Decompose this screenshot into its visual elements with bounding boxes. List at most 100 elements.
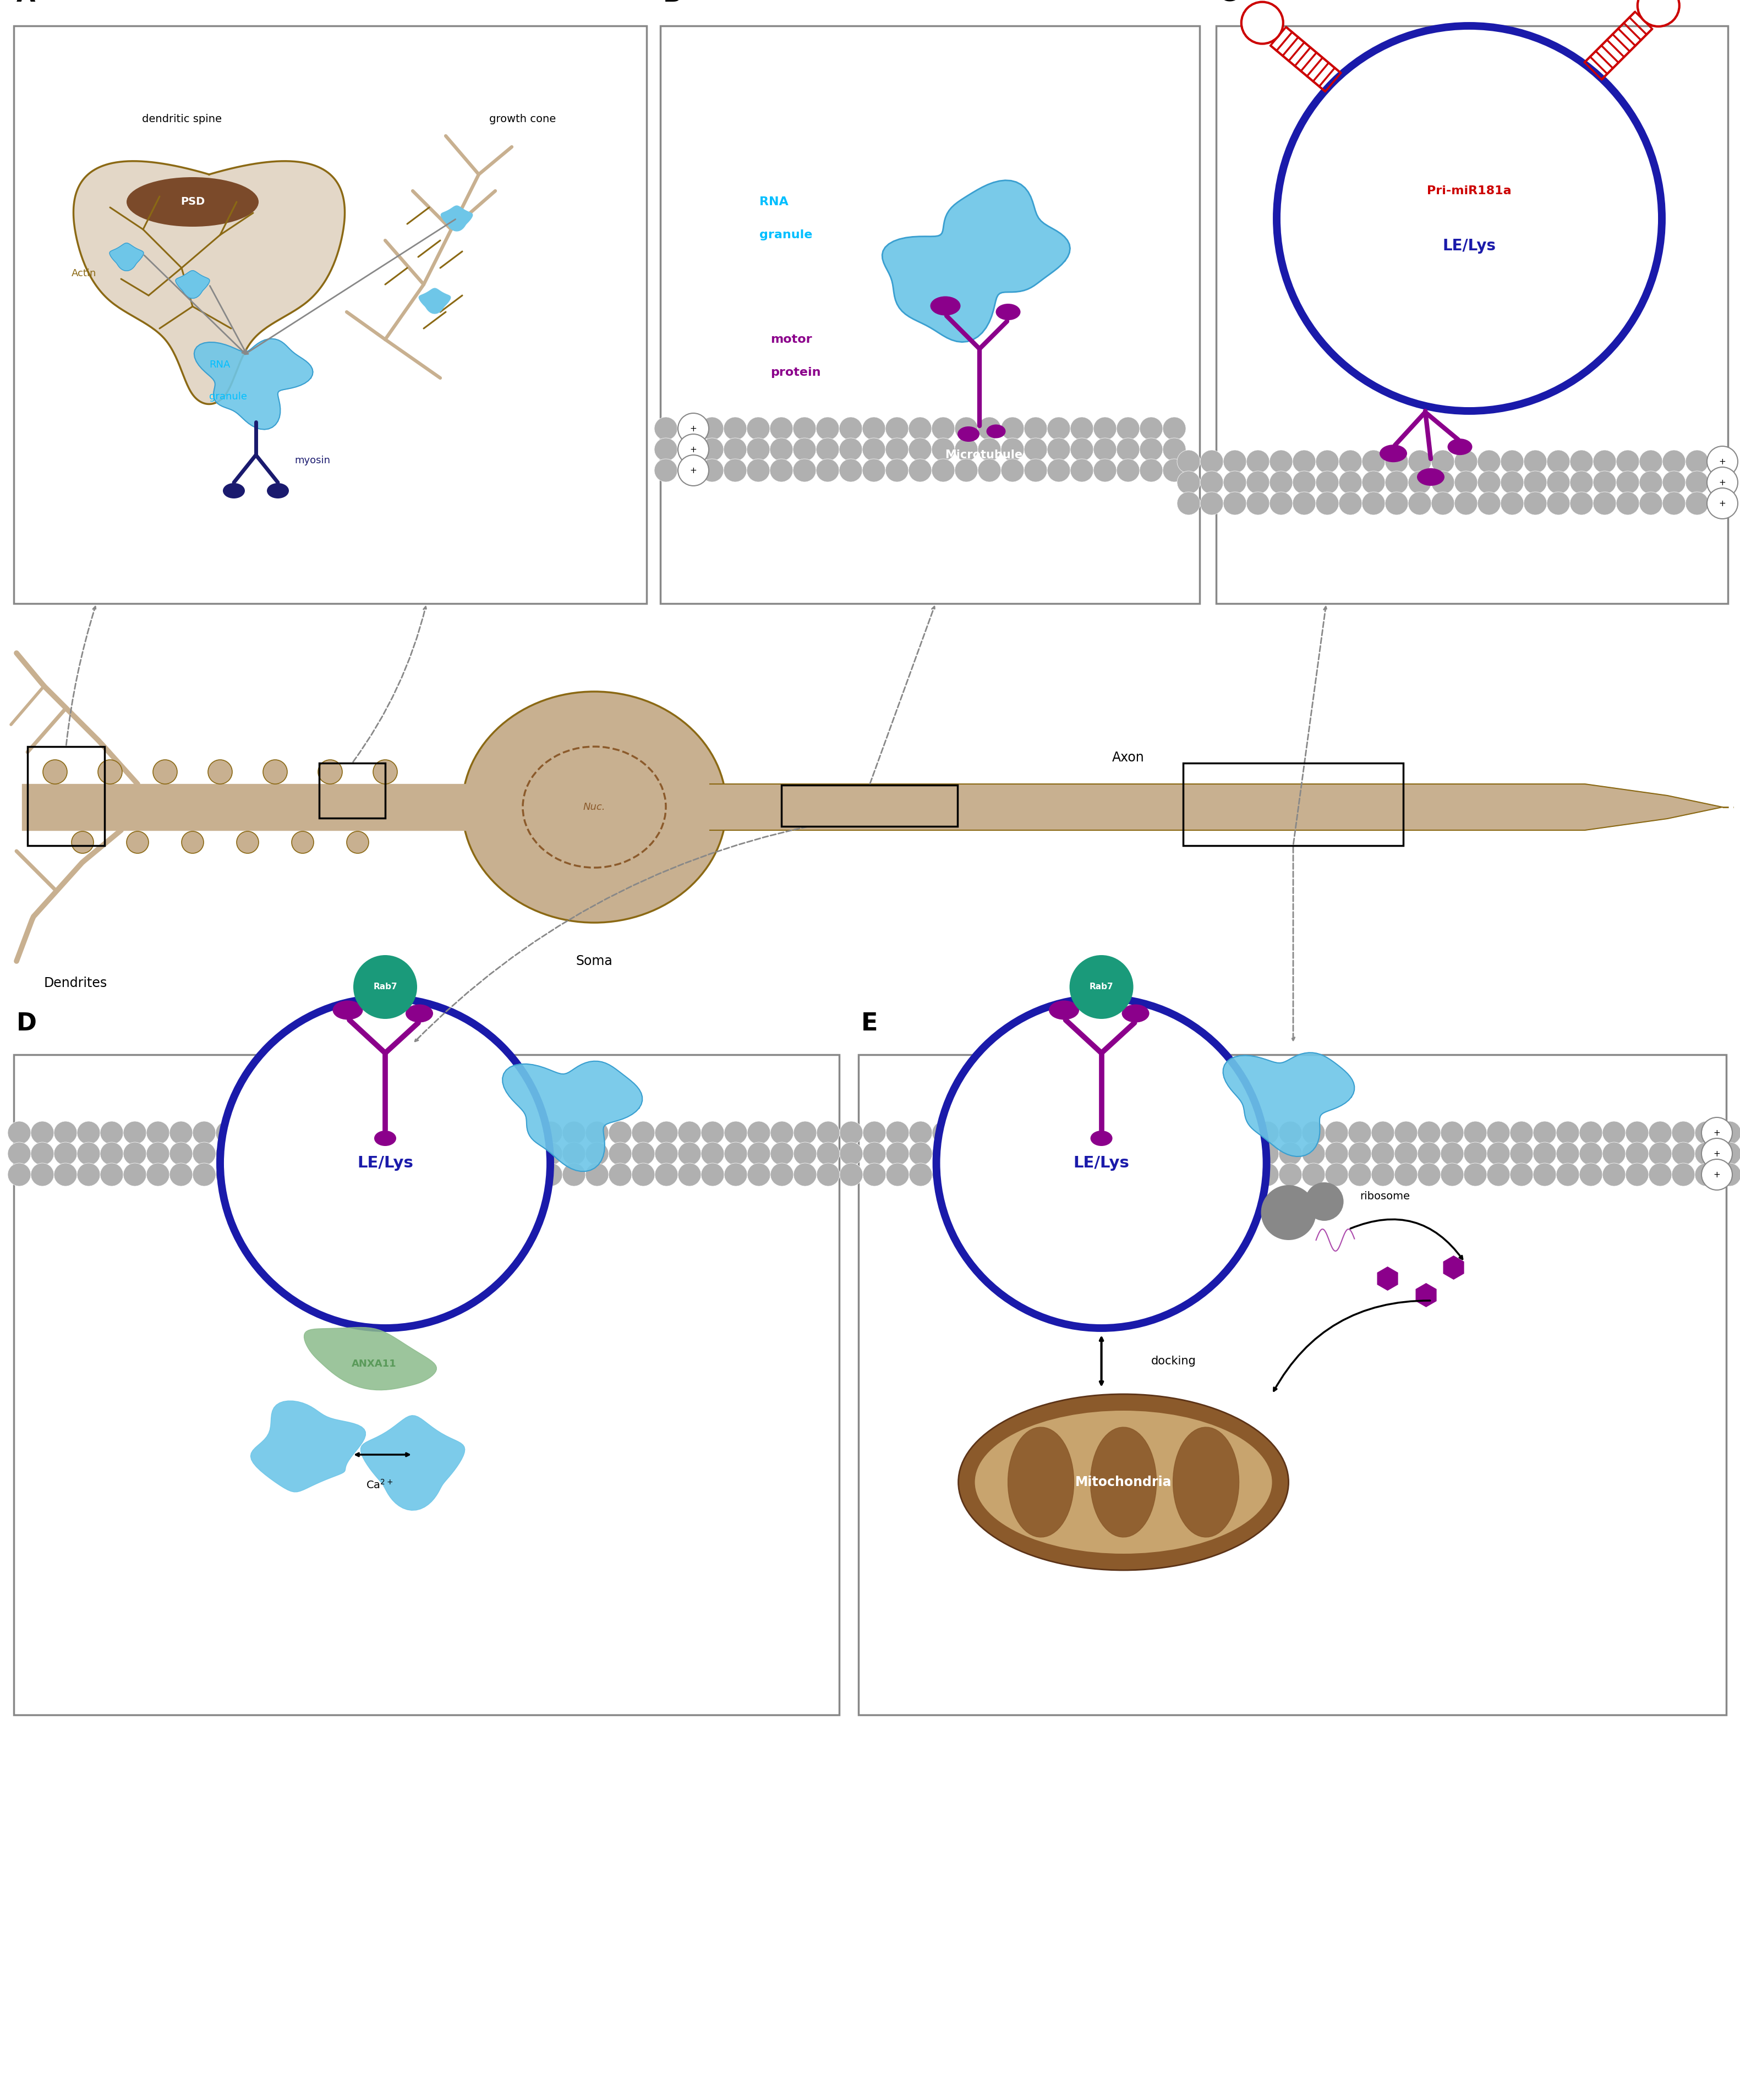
Circle shape [886,439,908,462]
Text: granule: granule [759,229,813,239]
Text: B: B [663,0,682,6]
Circle shape [955,1121,978,1144]
Circle shape [1477,470,1500,494]
Circle shape [1455,470,1477,494]
Text: +: + [1714,1128,1721,1136]
Circle shape [1000,418,1025,441]
Circle shape [1070,418,1093,441]
Circle shape [1209,1121,1232,1144]
Circle shape [933,1163,955,1186]
Circle shape [1094,1163,1117,1186]
Circle shape [931,418,955,441]
Text: D: D [16,1012,37,1035]
Circle shape [153,760,177,783]
Circle shape [238,1163,263,1186]
Circle shape [562,1121,585,1144]
Polygon shape [1091,1428,1157,1537]
Circle shape [793,439,816,462]
Circle shape [1524,491,1547,514]
Circle shape [1140,1142,1164,1166]
Circle shape [1418,1121,1441,1144]
Circle shape [863,1121,886,1144]
Polygon shape [419,288,451,313]
Circle shape [1717,1142,1740,1166]
Circle shape [101,1163,124,1186]
Circle shape [1418,1163,1441,1186]
Circle shape [955,418,978,441]
Circle shape [1650,1163,1672,1186]
Circle shape [1432,470,1455,494]
Circle shape [609,1121,632,1144]
Circle shape [1625,1163,1650,1186]
Circle shape [1500,491,1524,514]
Circle shape [1094,1121,1117,1144]
Circle shape [169,1142,193,1166]
Circle shape [77,1163,101,1186]
Text: E: E [861,1012,879,1035]
Circle shape [353,956,418,1019]
Circle shape [978,458,1000,481]
Circle shape [863,1142,886,1166]
Text: Pri-miR181a: Pri-miR181a [1427,185,1512,197]
Circle shape [931,458,955,481]
Circle shape [1002,1121,1025,1144]
Circle shape [1093,418,1117,441]
Circle shape [908,1121,933,1144]
Circle shape [840,1121,863,1144]
Circle shape [1293,449,1315,473]
Text: LE/Lys: LE/Lys [1074,1155,1129,1172]
Circle shape [908,439,931,462]
Circle shape [701,1121,724,1144]
Circle shape [1463,1142,1488,1166]
Text: dendritic spine: dendritic spine [141,113,221,124]
Circle shape [1117,1142,1140,1166]
Circle shape [771,1121,793,1144]
Circle shape [127,832,148,853]
Circle shape [169,1163,193,1186]
Circle shape [1639,491,1662,514]
Polygon shape [710,783,1723,830]
Circle shape [1639,470,1662,494]
Circle shape [793,418,816,441]
Circle shape [1162,418,1187,441]
Polygon shape [110,244,144,271]
Circle shape [1702,1138,1733,1170]
Circle shape [679,1142,701,1166]
Circle shape [1187,1142,1209,1166]
Circle shape [1201,449,1223,473]
Circle shape [654,458,677,481]
Ellipse shape [374,1130,397,1147]
Circle shape [470,1142,492,1166]
Bar [858,1054,1726,1716]
Ellipse shape [974,1411,1272,1554]
Circle shape [1637,0,1679,27]
Circle shape [1315,470,1338,494]
Circle shape [955,439,978,462]
Circle shape [285,1163,308,1186]
Circle shape [724,1142,746,1166]
Circle shape [425,1142,447,1166]
Circle shape [1302,1142,1326,1166]
Circle shape [1488,1163,1510,1186]
Circle shape [331,1121,355,1144]
Circle shape [1625,1121,1650,1144]
Polygon shape [1223,1052,1354,1157]
Circle shape [1488,1121,1510,1144]
Circle shape [1070,1142,1094,1166]
Circle shape [1709,449,1731,473]
Circle shape [216,1121,238,1144]
Ellipse shape [957,426,980,441]
Text: Actin: Actin [71,269,96,279]
Circle shape [425,1121,447,1144]
Circle shape [263,1142,285,1166]
Polygon shape [251,1401,365,1491]
Circle shape [539,1142,562,1166]
Circle shape [238,1121,263,1144]
Circle shape [936,997,1267,1327]
Circle shape [724,458,746,481]
Circle shape [1117,458,1140,481]
Circle shape [1277,25,1662,412]
Text: LE/Lys: LE/Lys [357,1155,412,1172]
Circle shape [1270,491,1293,514]
Text: motor: motor [771,334,813,344]
